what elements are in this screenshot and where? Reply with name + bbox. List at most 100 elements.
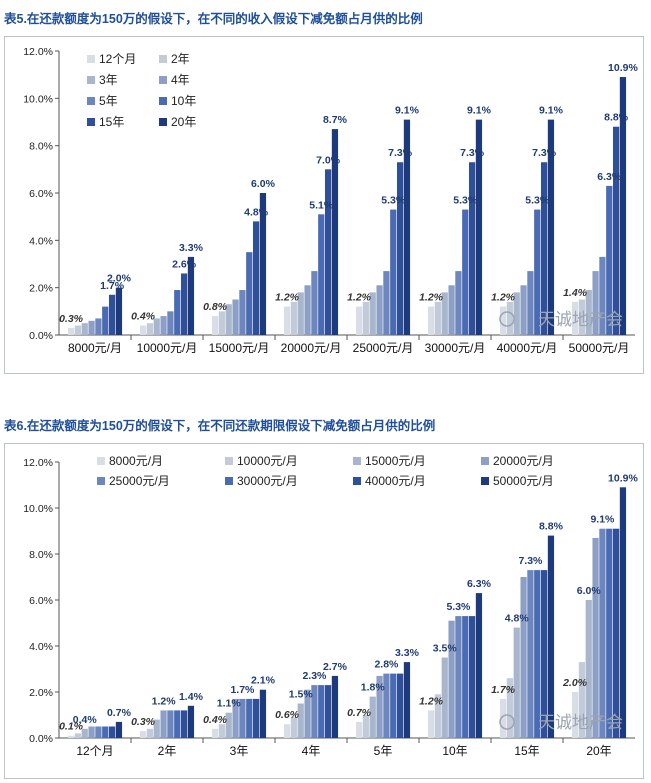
bar — [396, 673, 404, 738]
y-tick-label: 6.0% — [29, 595, 53, 607]
bar — [468, 162, 476, 335]
legend-label: 30000元/月 — [237, 474, 298, 488]
bar — [187, 256, 195, 335]
bar — [390, 673, 397, 738]
bar — [153, 318, 160, 335]
bar — [592, 271, 599, 335]
bar — [180, 273, 188, 335]
bar — [297, 703, 304, 738]
bar — [259, 193, 267, 335]
data-label: 7.0% — [316, 154, 341, 166]
x-category-label: 20000元/月 — [281, 341, 342, 355]
bar — [475, 593, 483, 738]
data-label: 7.3% — [518, 555, 543, 567]
data-label: 6.3% — [467, 578, 492, 590]
bar — [218, 724, 226, 738]
bar — [81, 728, 88, 738]
bar — [115, 721, 123, 738]
bar — [167, 311, 174, 335]
data-label: 1.2% — [491, 292, 516, 304]
data-label: 10.9% — [608, 472, 638, 484]
watermark-text: 天诚地产会 — [538, 310, 623, 329]
y-tick-label: 12.0% — [23, 457, 53, 469]
bar — [475, 119, 483, 335]
data-label: 1.4% — [563, 287, 588, 299]
bar — [376, 285, 383, 335]
bar — [468, 616, 476, 738]
bar — [95, 726, 102, 738]
legend-swatch — [481, 477, 489, 485]
y-tick-label: 6.0% — [29, 188, 53, 200]
data-label: 9.1% — [590, 514, 615, 526]
bar — [239, 290, 246, 335]
bar — [571, 692, 579, 738]
bar — [527, 570, 534, 738]
bar — [283, 306, 291, 335]
y-tick-label: 8.0% — [29, 549, 53, 561]
x-category-label: 4年 — [302, 744, 321, 758]
legend-swatch — [225, 477, 233, 485]
y-tick-label: 0.0% — [29, 330, 53, 342]
bar — [88, 726, 95, 738]
bar — [462, 209, 469, 335]
data-label: 1.5% — [289, 689, 314, 701]
bar — [434, 301, 442, 335]
bar — [619, 487, 627, 738]
x-category-label: 3年 — [230, 744, 249, 758]
bar — [180, 710, 188, 738]
x-category-label: 30000元/月 — [425, 341, 486, 355]
bar — [246, 252, 253, 335]
y-tick-label: 8.0% — [29, 141, 53, 153]
data-label: 1.2% — [347, 292, 372, 304]
bar — [167, 710, 174, 738]
bar — [232, 698, 239, 738]
bar — [376, 675, 383, 738]
bar — [383, 673, 390, 738]
bar — [139, 325, 147, 335]
bar — [252, 698, 260, 738]
bar — [331, 129, 339, 335]
y-tick-label: 2.0% — [29, 687, 53, 699]
legend-label: 2年 — [171, 52, 190, 66]
bar — [369, 292, 376, 335]
x-category-label: 40000元/月 — [497, 341, 558, 355]
bar — [534, 570, 541, 738]
bar — [218, 311, 226, 335]
bar — [448, 620, 455, 738]
data-label: 1.2% — [152, 695, 177, 707]
bar — [225, 712, 232, 738]
x-category-label: 2年 — [158, 744, 177, 758]
legend-swatch — [159, 97, 167, 105]
bar — [362, 301, 370, 335]
bar — [547, 535, 555, 738]
bar — [290, 717, 298, 738]
legend-swatch — [87, 76, 95, 84]
data-label: 8.7% — [323, 114, 348, 126]
x-category-label: 15000元/月 — [209, 341, 270, 355]
legend-label: 5年 — [99, 94, 118, 108]
data-label: 1.1% — [217, 698, 242, 710]
bar — [297, 292, 304, 335]
y-tick-label: 2.0% — [29, 283, 53, 295]
bar — [606, 528, 613, 738]
data-label: 4.8% — [505, 613, 530, 625]
bar — [612, 528, 620, 738]
data-label: 5.1% — [309, 199, 334, 211]
x-category-label: 15年 — [514, 744, 539, 758]
data-label: 9.1% — [539, 105, 564, 117]
legend-label: 15年 — [99, 115, 124, 129]
bar — [67, 735, 75, 738]
y-tick-label: 4.0% — [29, 235, 53, 247]
data-label: 5.3% — [446, 601, 471, 613]
data-label: 0.4% — [73, 714, 98, 726]
watermark-text: 天诚地产会 — [538, 713, 623, 732]
data-label: 1.2% — [419, 695, 444, 707]
bar — [571, 301, 579, 335]
bar — [619, 77, 627, 336]
bar — [232, 299, 239, 335]
bar — [102, 306, 109, 335]
bar — [153, 719, 160, 738]
bar — [599, 256, 606, 335]
bar — [324, 169, 332, 335]
data-label: 9.1% — [467, 105, 492, 117]
